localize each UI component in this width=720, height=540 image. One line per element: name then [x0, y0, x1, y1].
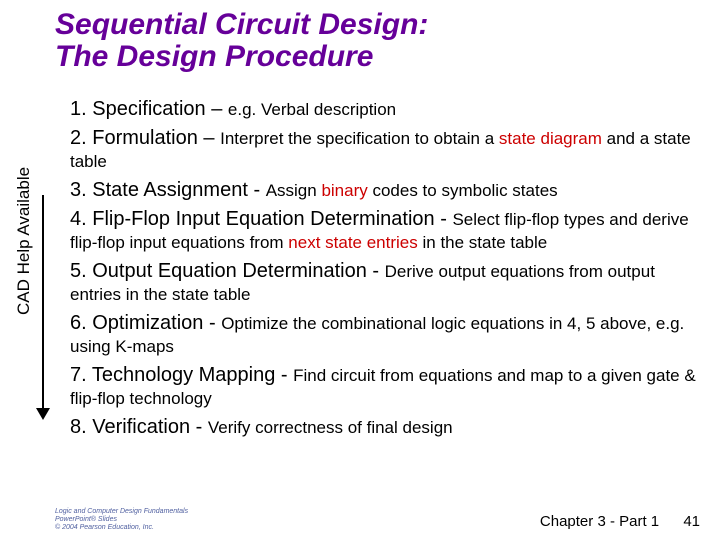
step-2: 2. Formulation – Interpret the specifica…: [70, 127, 700, 173]
step-name: 3. State Assignment: [70, 179, 248, 201]
step-name: 2. Formulation: [70, 127, 198, 149]
step-desc: e.g. Verbal description: [228, 100, 396, 119]
slide-title: Sequential Circuit Design: The Design Pr…: [55, 8, 700, 74]
step-name: 5. Output Equation Determination: [70, 260, 367, 282]
cad-arrow-line: [42, 195, 44, 410]
step-3: 3. State Assignment - Assign binary code…: [70, 179, 700, 202]
copyright-logo: Logic and Computer Design Fundamentals P…: [55, 508, 188, 532]
red-term: next state entries: [288, 233, 417, 252]
steps-list: 1. Specification – e.g. Verbal descripti…: [70, 98, 700, 445]
logo-line-2: PowerPoint® Slides: [55, 516, 188, 524]
red-term: binary: [321, 181, 367, 200]
step-desc: Assign binary codes to symbolic states: [266, 181, 558, 200]
step-name: 6. Optimization: [70, 312, 203, 334]
step-name: 7. Technology Mapping: [70, 364, 275, 386]
step-1: 1. Specification – e.g. Verbal descripti…: [70, 98, 700, 121]
slide-footer: Chapter 3 - Part 1 41: [540, 513, 700, 530]
step-desc: Verify correctness of final design: [208, 418, 453, 437]
page-number: 41: [683, 513, 700, 530]
step-name: 1. Specification: [70, 98, 206, 120]
step-5: 5. Output Equation Determination - Deriv…: [70, 260, 700, 306]
logo-line-3: © 2004 Pearson Education, Inc.: [55, 524, 188, 532]
step-4: 4. Flip-Flop Input Equation Determinatio…: [70, 208, 700, 254]
step-name: 4. Flip-Flop Input Equation Determinatio…: [70, 208, 435, 230]
logo-line-1: Logic and Computer Design Fundamentals: [55, 508, 188, 516]
step-7: 7. Technology Mapping - Find circuit fro…: [70, 364, 700, 410]
red-term: state diagram: [499, 129, 602, 148]
cad-arrow-head-icon: [36, 408, 50, 420]
step-8: 8. Verification - Verify correctness of …: [70, 416, 700, 439]
cad-help-label: CAD Help Available: [14, 167, 34, 315]
step-6: 6. Optimization - Optimize the combinati…: [70, 312, 700, 358]
title-line-2: The Design Procedure: [55, 40, 700, 74]
chapter-label: Chapter 3 - Part 1: [540, 513, 659, 530]
step-name: 8. Verification: [70, 416, 190, 438]
title-line-1: Sequential Circuit Design:: [55, 8, 700, 42]
